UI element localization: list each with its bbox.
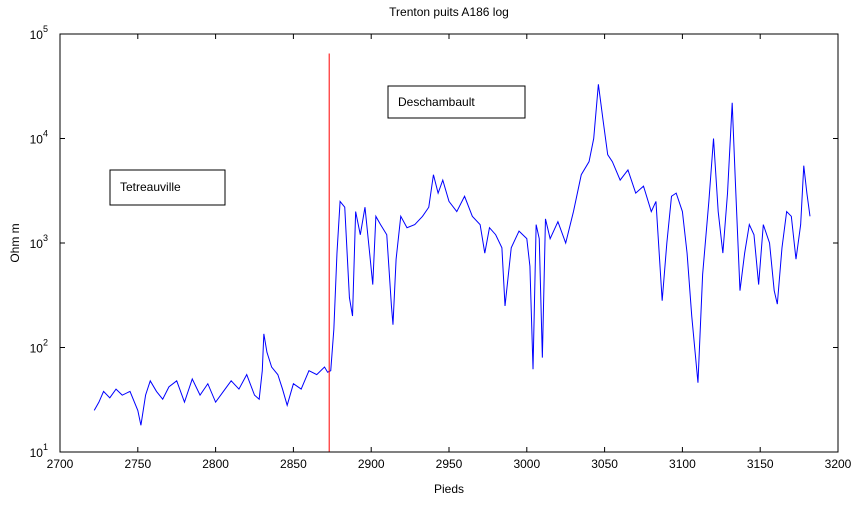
x-tick-label: 2750 bbox=[124, 457, 151, 471]
x-tick-label: 2700 bbox=[47, 457, 74, 471]
y-tick-label: 105 bbox=[30, 24, 48, 42]
x-tick-label: 2850 bbox=[280, 457, 307, 471]
x-tick-label: 3000 bbox=[513, 457, 540, 471]
x-tick-label: 3200 bbox=[825, 457, 852, 471]
x-tick-label: 3150 bbox=[747, 457, 774, 471]
annotation-box bbox=[387, 85, 526, 119]
data-line bbox=[93, 84, 811, 426]
y-tick-label: 102 bbox=[30, 338, 48, 356]
x-axis-label: Pieds bbox=[434, 482, 464, 496]
plot-area bbox=[93, 53, 811, 452]
annotation-box bbox=[109, 169, 226, 206]
y-tick-label: 101 bbox=[30, 442, 48, 460]
x-tick-label: 2800 bbox=[202, 457, 229, 471]
y-axis-label: Ohm m bbox=[8, 223, 22, 262]
y-tick-label: 104 bbox=[30, 129, 48, 147]
y-tick-label: 103 bbox=[30, 233, 48, 251]
x-tick-label: 3100 bbox=[669, 457, 696, 471]
x-tick-label: 2900 bbox=[358, 457, 385, 471]
x-tick-label: 3050 bbox=[591, 457, 618, 471]
chart-title: Trenton puits A186 log bbox=[389, 5, 509, 19]
x-tick-label: 2950 bbox=[436, 457, 463, 471]
annotation: Tetreauville bbox=[120, 180, 181, 194]
annotation: Deschambault bbox=[398, 95, 475, 109]
